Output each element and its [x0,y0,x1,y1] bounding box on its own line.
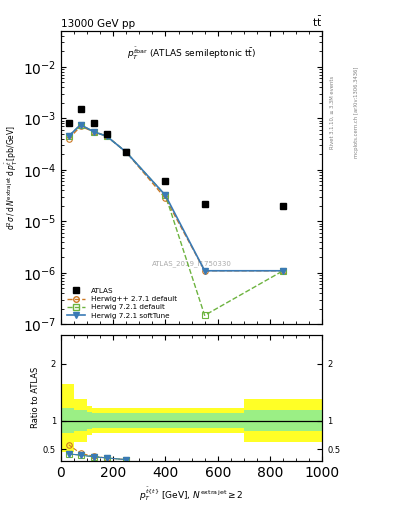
X-axis label: $p_T^{\bar{t}\{t\}}$ [GeV], $N^{\mathrm{extra\,jet}} \geq 2$: $p_T^{\bar{t}\{t\}}$ [GeV], $N^{\mathrm{… [139,485,244,503]
Text: mcplots.cern.ch [arXiv:1306.3436]: mcplots.cern.ch [arXiv:1306.3436] [354,67,359,158]
Text: $\mathrm{t}\bar{\mathrm{t}}$: $\mathrm{t}\bar{\mathrm{t}}$ [312,14,322,29]
Text: Rivet 3.1.10, ≥ 3.3M events: Rivet 3.1.10, ≥ 3.3M events [330,76,335,150]
Y-axis label: $\mathrm{d}^2\sigma\,/\,\mathrm{d}\,N^{\mathrm{extra\,jet}}\,\mathrm{d}\,p_T^{\b: $\mathrm{d}^2\sigma\,/\,\mathrm{d}\,N^{\… [4,125,20,230]
Text: $p_T^{\bar{t}\mathrm{bar}}$ (ATLAS semileptonic t$\bar{\mathrm{t}}$): $p_T^{\bar{t}\mathrm{bar}}$ (ATLAS semil… [127,46,256,61]
Text: ATLAS_2019_I1750330: ATLAS_2019_I1750330 [152,260,231,267]
Legend: ATLAS, Herwig++ 2.7.1 default, Herwig 7.2.1 default, Herwig 7.2.1 softTune: ATLAS, Herwig++ 2.7.1 default, Herwig 7.… [64,286,179,321]
Text: 13000 GeV pp: 13000 GeV pp [61,18,135,29]
Y-axis label: Ratio to ATLAS: Ratio to ATLAS [31,367,40,429]
